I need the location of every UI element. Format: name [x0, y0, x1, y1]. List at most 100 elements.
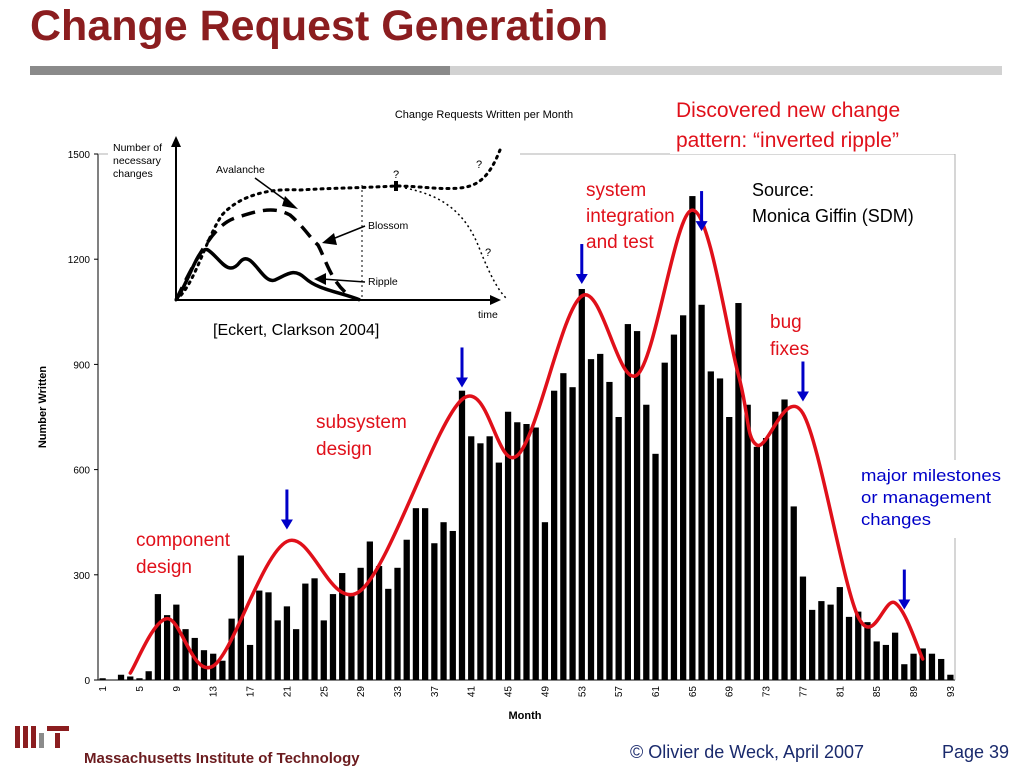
- bar: [772, 411, 779, 680]
- bar: [523, 424, 530, 680]
- x-tick-label: 1: [98, 686, 109, 692]
- bar: [864, 622, 871, 680]
- source-line2: Monica Giffin (SDM): [752, 206, 914, 226]
- inset-label-ripple: Ripple: [368, 276, 398, 288]
- bar: [504, 411, 512, 680]
- bar: [532, 427, 539, 680]
- slide-title: Change Request Generation: [30, 2, 609, 50]
- y-axis-ticks: 0 300 600 900 1200 1500: [68, 150, 98, 687]
- x-tick-label: 45: [504, 686, 515, 698]
- inset-label-blossom: Blossom: [368, 220, 409, 232]
- bar: [329, 594, 337, 680]
- y-axis-label: Number Written: [37, 366, 49, 449]
- bar: [836, 587, 843, 680]
- component-label-line2: design: [136, 557, 192, 578]
- bar: [855, 611, 862, 680]
- bar: [486, 436, 493, 680]
- x-tick-label: 93: [946, 686, 957, 698]
- y-tick-label: 1200: [68, 255, 91, 266]
- bar-series: [99, 196, 954, 680]
- bar: [901, 664, 908, 680]
- mit-name: Massachusetts Institute of Technology: [84, 750, 360, 767]
- bar: [514, 422, 521, 680]
- bar: [753, 446, 761, 680]
- bar: [928, 653, 936, 680]
- bar: [375, 566, 383, 680]
- system-label-line3: and test: [586, 232, 654, 253]
- bug-fixes-line1: bug: [770, 312, 802, 333]
- milestones-line1: major milestones: [861, 466, 1001, 485]
- bar: [127, 676, 134, 680]
- bar: [947, 674, 954, 680]
- milestones-line3: changes: [861, 510, 931, 529]
- bar: [661, 362, 668, 680]
- bar: [99, 678, 106, 680]
- blossom-pointer-head: [322, 233, 337, 245]
- inset-xlabel: time: [478, 309, 498, 321]
- bar: [265, 592, 272, 680]
- ripple-pointer-head: [314, 273, 326, 285]
- bar: [219, 660, 226, 680]
- bar: [845, 616, 853, 680]
- y-tick-label: 900: [73, 360, 90, 371]
- y-tick-label: 300: [73, 571, 90, 582]
- bar: [624, 324, 631, 680]
- inset-question-3: ?: [485, 247, 491, 259]
- x-tick-label: 41: [467, 686, 478, 698]
- inset-diagram: Number of necessary changes time Avalanc…: [108, 133, 520, 323]
- x-tick-label: 49: [540, 686, 551, 698]
- milestones-note-bg: [855, 460, 1010, 538]
- inset-background: [108, 133, 520, 323]
- ripple-pointer: [321, 278, 366, 283]
- y-tick-label: 1500: [68, 150, 91, 161]
- bar: [274, 620, 281, 680]
- bar: [882, 644, 890, 680]
- bar: [117, 674, 125, 680]
- x-tick-label: 29: [356, 686, 367, 698]
- title-rule-light: [450, 66, 1002, 75]
- bar: [716, 378, 724, 680]
- discovery-note-bg: [670, 92, 962, 154]
- bar: [154, 594, 162, 680]
- avalanche-fade-curve: [404, 187, 507, 299]
- bar: [366, 541, 373, 680]
- bar: [551, 390, 558, 680]
- bar: [919, 648, 926, 680]
- bar: [827, 604, 834, 680]
- bar: [256, 590, 263, 680]
- bar: [652, 453, 659, 680]
- bar: [403, 539, 410, 680]
- discovery-note-line2: pattern: “inverted ripple”: [676, 129, 899, 152]
- x-tick-label: 37: [430, 686, 441, 698]
- bar: [283, 606, 291, 680]
- milestone-arrow: [280, 489, 293, 530]
- bar: [670, 334, 678, 680]
- footer-page-number: Page 39: [942, 742, 1010, 762]
- x-tick-label: 13: [209, 686, 220, 698]
- milestone-arrow: [695, 191, 708, 232]
- x-tick-label: 77: [799, 686, 810, 698]
- x-tick-label: 25: [319, 686, 330, 698]
- component-label-line1: component: [136, 530, 231, 551]
- x-tick-label: 89: [909, 686, 920, 698]
- bar: [762, 438, 770, 680]
- bar: [385, 588, 392, 680]
- bar: [698, 304, 705, 680]
- bar: [578, 289, 585, 680]
- blossom-curve: [174, 208, 347, 301]
- bar: [818, 601, 825, 680]
- bar: [357, 567, 364, 680]
- system-label-line1: system: [586, 180, 646, 201]
- bar: [781, 399, 788, 680]
- bar: [873, 641, 880, 680]
- bar: [339, 573, 346, 680]
- bar: [495, 462, 502, 680]
- avalanche-pointer-head: [282, 196, 298, 209]
- inset-ylabel-line2: necessary: [113, 155, 162, 167]
- x-tick-label: 73: [762, 686, 773, 698]
- inset-ylabel-line3: changes: [113, 168, 153, 180]
- bar: [597, 353, 604, 680]
- bar: [458, 390, 466, 680]
- bar: [228, 618, 235, 680]
